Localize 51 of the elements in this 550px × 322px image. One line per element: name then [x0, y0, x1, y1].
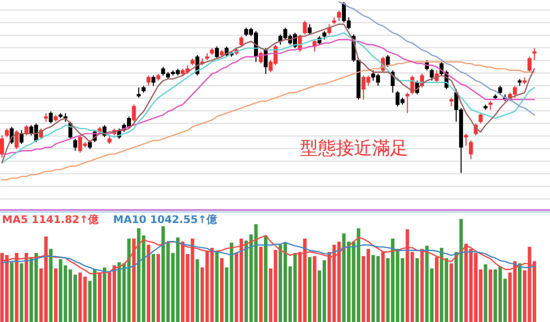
text: MA10 1042.55↑億: [113, 213, 219, 226]
candlestick: [312, 39, 317, 52]
candlestick: [405, 92, 410, 114]
candlestick: [528, 56, 532, 73]
candlestick: [308, 24, 312, 35]
candlestick: [14, 130, 19, 150]
candlestick: [239, 36, 244, 47]
text: MA5 1141.82↑億: [2, 213, 100, 226]
bar: [156, 254, 160, 322]
candlestick: [73, 138, 78, 152]
bar: [308, 257, 312, 322]
candlestick: [0, 134, 4, 158]
candlestick: [327, 24, 332, 35]
bar: [518, 263, 522, 322]
bar: [434, 257, 438, 322]
bar: [152, 254, 156, 322]
candlestick: [468, 140, 473, 160]
candlestick: [48, 110, 53, 124]
candlestick: [151, 75, 156, 86]
candlestick: [214, 46, 219, 59]
bar: [381, 252, 385, 322]
bar: [132, 238, 136, 322]
bar: [450, 263, 454, 322]
candlestick: [20, 130, 24, 144]
bar: [215, 252, 219, 322]
bar: [488, 269, 492, 322]
bar: [14, 252, 18, 322]
candlestick: [464, 133, 468, 146]
bar: [10, 262, 14, 322]
bar: [312, 256, 316, 322]
bar: [220, 258, 224, 322]
bar: [259, 246, 263, 322]
bar: [264, 235, 268, 322]
bar: [49, 248, 53, 322]
candlestick: [264, 48, 268, 74]
bar: [98, 272, 102, 322]
bar: [54, 268, 58, 322]
candlestick: [24, 124, 28, 136]
candlestick: [132, 104, 136, 122]
bar: [24, 252, 28, 322]
candlestick: [532, 48, 536, 61]
bar: [415, 258, 419, 322]
candlestick: [430, 68, 434, 82]
candlestick: [478, 112, 483, 124]
candlestick: [337, 10, 341, 22]
candlestick: [302, 20, 307, 35]
candlestick: [146, 75, 150, 86]
bar: [196, 259, 200, 322]
candlestick: [386, 54, 390, 68]
annotation: 型態接近滿足: [300, 138, 408, 159]
candlestick: [136, 87, 141, 98]
